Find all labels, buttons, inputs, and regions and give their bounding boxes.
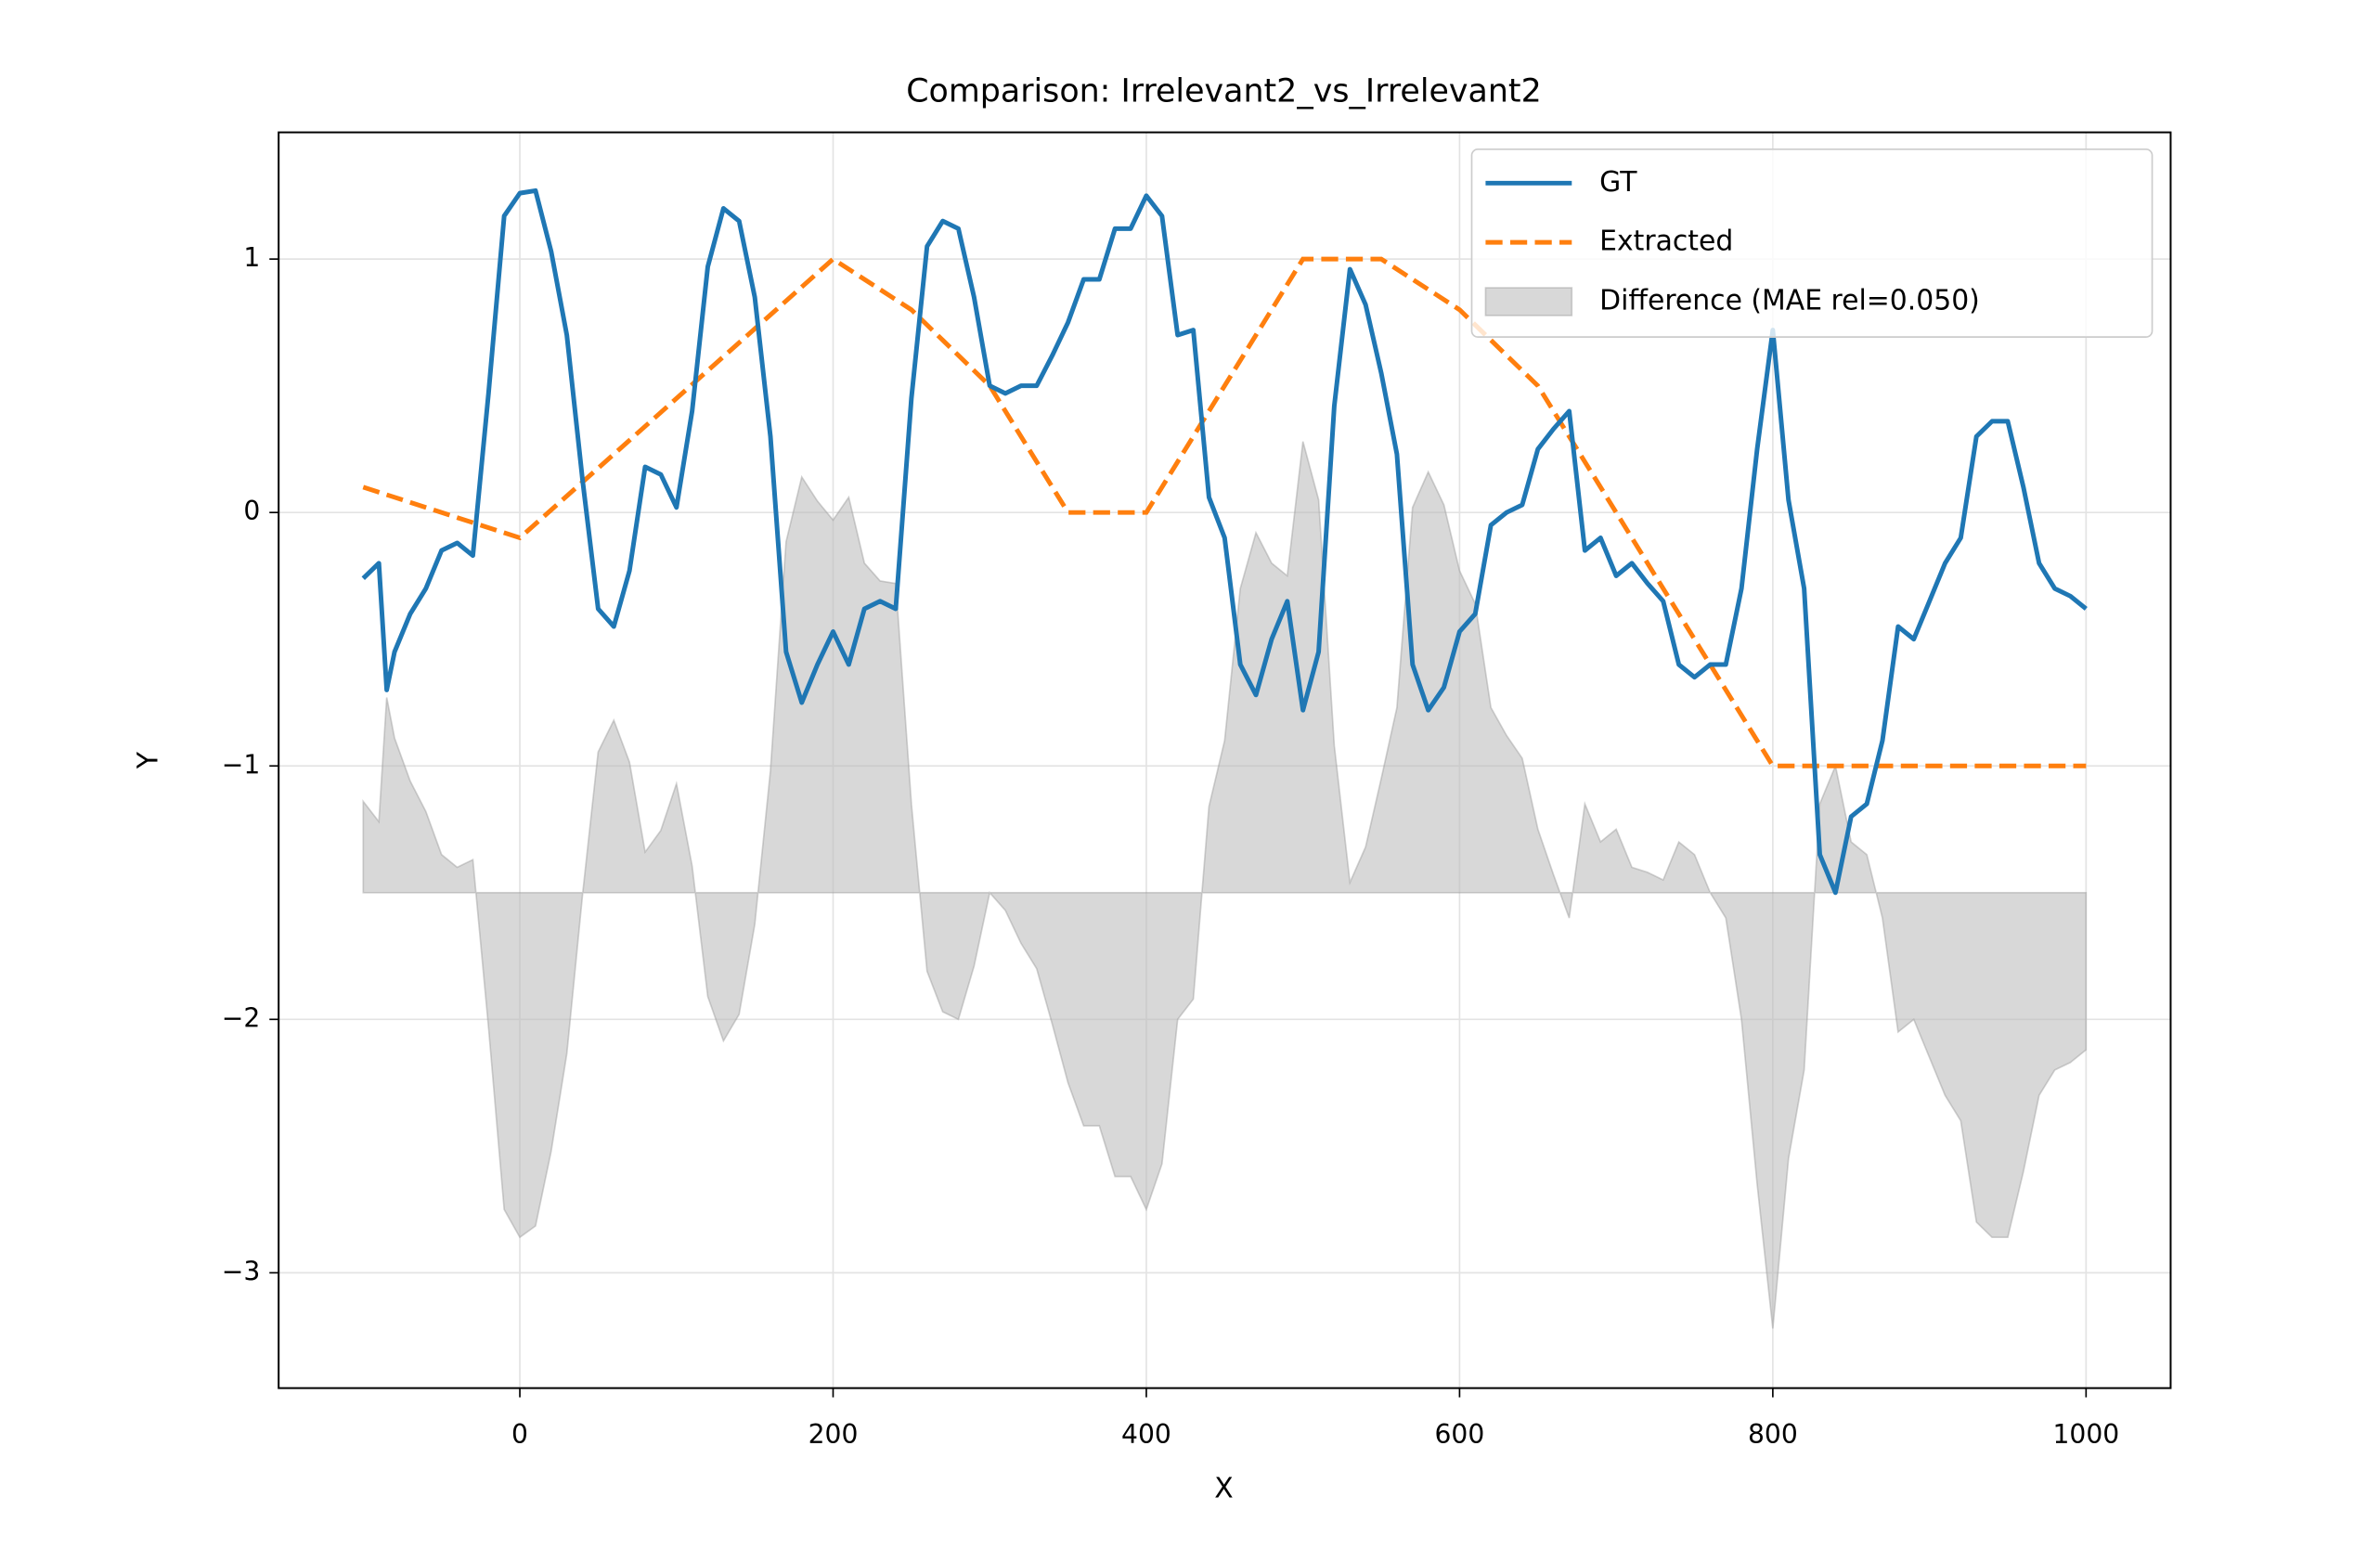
difference-area [362, 441, 2088, 1329]
legend-label: Difference (MAE rel=0.050) [1599, 284, 1980, 316]
axes-frame [278, 131, 2172, 1389]
x-tick-label: 1000 [2052, 1419, 2119, 1450]
y-tick-label: −2 [222, 1002, 261, 1033]
legend-label: GT [1599, 166, 1637, 199]
legend-label: Extracted [1599, 226, 1733, 258]
y-tick-label: 1 [243, 242, 260, 273]
y-axis-label: Y [132, 751, 164, 769]
extracted-line [362, 256, 2087, 768]
y-tick-label: −3 [222, 1256, 261, 1286]
legend: GT Extracted Difference (MAE rel=0.050) [1470, 148, 2154, 338]
x-tick-label: 600 [1435, 1419, 1485, 1450]
x-tick-label: 200 [808, 1419, 859, 1450]
plot-area [361, 187, 2088, 1329]
legend-swatch [1484, 287, 1573, 316]
x-tick-label: 400 [1121, 1419, 1171, 1450]
x-axis-label: X [1214, 1473, 1233, 1505]
gt-line [361, 187, 2088, 896]
x-tick-label: 0 [511, 1419, 528, 1450]
y-tick-label: 0 [243, 496, 260, 526]
x-tick-label: 800 [1748, 1419, 1798, 1450]
legend-box [1470, 148, 2154, 338]
chart-title: Comparison: Irrelevant2_vs_Irrelevant2 [906, 72, 1541, 110]
y-tick-label: −1 [222, 749, 261, 780]
